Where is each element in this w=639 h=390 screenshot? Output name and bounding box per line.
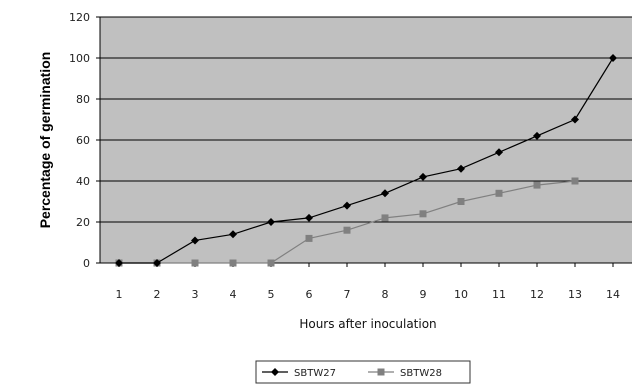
x-tick-label: 10	[454, 288, 468, 301]
data-point	[381, 189, 389, 198]
data-point	[229, 230, 237, 239]
data-point	[571, 115, 579, 124]
y-tick-labels: 0 20 40 60 80 100 120	[69, 11, 100, 270]
data-point	[267, 218, 275, 226]
x-tick-label: 5	[268, 288, 275, 301]
data-point	[419, 210, 427, 218]
legend-marker	[271, 368, 279, 376]
data-point	[609, 54, 617, 62]
y-tick-label: 0	[83, 257, 90, 270]
y-tick-label: 60	[76, 134, 90, 147]
x-tick-label: 1	[116, 288, 123, 301]
y-tick-label: 40	[76, 175, 90, 188]
data-point	[419, 172, 427, 181]
data-point	[229, 259, 237, 267]
y-tick-label: 100	[69, 52, 90, 65]
data-point	[267, 259, 275, 267]
x-tick-label: 7	[344, 288, 351, 301]
data-point	[191, 259, 199, 267]
y-axis-title: Percentage of germination	[37, 52, 53, 229]
x-tick-label: 3	[192, 288, 199, 301]
data-point	[305, 213, 313, 222]
data-point	[305, 234, 313, 242]
series-SBTW27	[115, 54, 617, 267]
series-line	[119, 57, 614, 264]
data-point	[343, 201, 351, 210]
x-tick-label: 6	[306, 288, 313, 301]
x-tick-labels: 1 2 3 4 5 6 7 8 9 10 11 12 13 14	[116, 263, 620, 301]
y-tick-label: 20	[76, 216, 90, 229]
data-point	[115, 259, 123, 267]
x-tick-label: 4	[230, 288, 237, 301]
data-point	[495, 189, 503, 197]
data-point	[343, 226, 351, 234]
x-tick-label: 13	[568, 288, 582, 301]
data-point	[533, 131, 541, 140]
data-point	[571, 177, 579, 185]
legend-marker	[377, 368, 385, 376]
gridlines	[100, 16, 632, 223]
x-tick-label: 12	[530, 288, 544, 301]
x-tick-label: 8	[382, 288, 389, 301]
data-point	[191, 236, 199, 245]
data-point	[457, 164, 465, 173]
x-tick-label: 11	[492, 288, 506, 301]
data-point	[533, 181, 541, 189]
data-point	[153, 259, 161, 267]
legend-label: SBTW28	[400, 368, 442, 379]
y-tick-label: 80	[76, 93, 90, 106]
data-point	[381, 214, 389, 222]
series-layer	[115, 54, 617, 267]
data-point	[457, 198, 465, 205]
legend-label: SBTW27	[294, 368, 336, 379]
legend-box	[255, 360, 471, 384]
data-point	[495, 148, 503, 157]
x-tick-label: 9	[420, 288, 427, 301]
y-tick-label: 120	[69, 11, 90, 24]
x-axis-title: Hours after inoculation	[299, 317, 436, 331]
x-tick-label: 14	[606, 288, 620, 301]
x-tick-label: 2	[154, 288, 161, 301]
legend: SBTW27 SBTW28	[255, 360, 471, 384]
